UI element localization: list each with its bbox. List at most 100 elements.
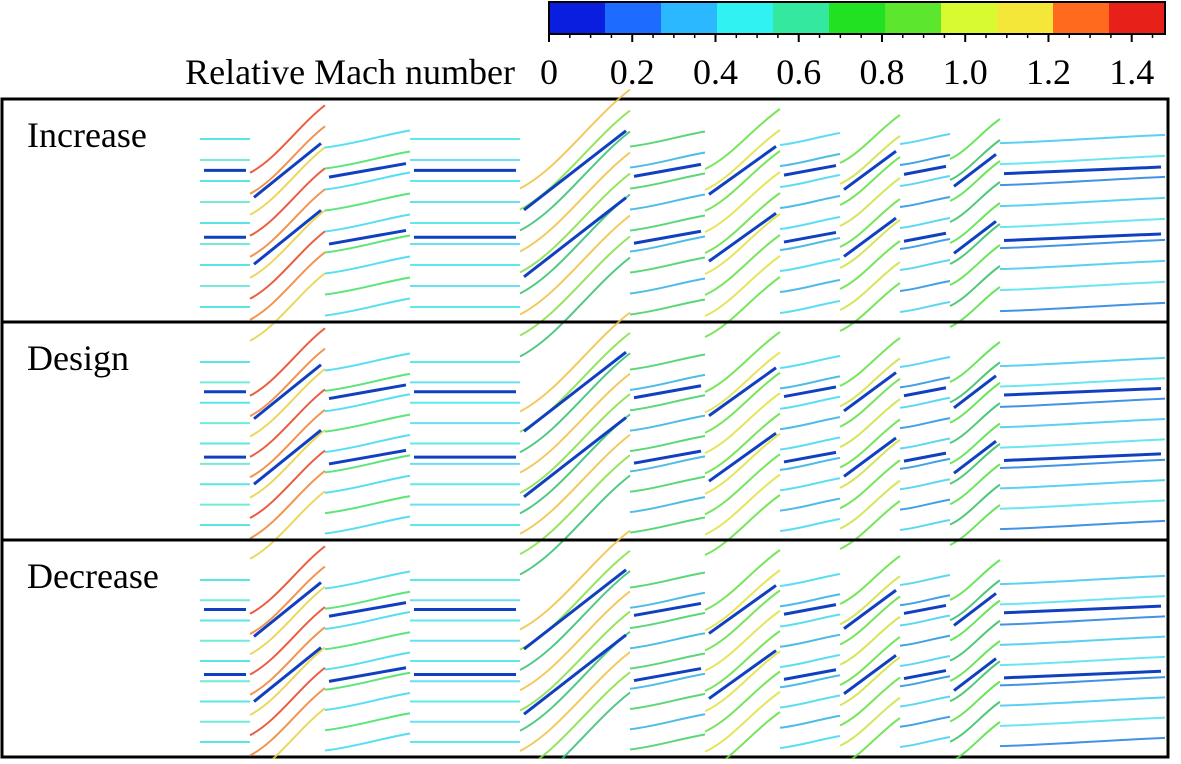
contour-line	[704, 276, 781, 338]
blade	[783, 668, 837, 681]
contour-line	[704, 129, 781, 191]
contour-line	[519, 433, 631, 535]
contour-line	[899, 280, 951, 292]
contour-line	[324, 297, 411, 317]
contour-line	[779, 416, 841, 431]
contour-line	[999, 696, 1166, 707]
blade	[253, 363, 322, 420]
contour-line	[899, 301, 951, 313]
contour-line	[779, 477, 841, 492]
contour-line	[779, 456, 841, 471]
contour-line	[249, 449, 326, 519]
blade	[253, 428, 322, 486]
contour-line	[899, 356, 951, 368]
blade	[953, 153, 997, 188]
contour-line	[779, 654, 841, 668]
contour-line	[629, 298, 706, 316]
panel-frame	[0, 538, 1170, 759]
contour-line	[704, 569, 781, 632]
contour-line	[999, 574, 1166, 586]
contour-line	[999, 238, 1166, 250]
contour-line	[249, 146, 326, 216]
contour-line	[629, 414, 706, 432]
contour-line	[949, 483, 1001, 526]
contour-line	[839, 555, 901, 605]
contour-line	[704, 371, 781, 434]
contour-line	[704, 630, 781, 692]
tick-label: 1.4	[1109, 52, 1154, 92]
blade	[633, 449, 702, 465]
contour-line	[629, 591, 706, 609]
blade	[903, 231, 947, 243]
blade	[1003, 452, 1162, 462]
contour-line	[999, 175, 1166, 187]
contour-line	[519, 311, 631, 413]
contour-line	[249, 167, 326, 237]
contour-line	[949, 160, 1001, 202]
contour-line	[999, 615, 1166, 626]
contour-line	[249, 606, 326, 676]
contour-line	[949, 721, 1001, 763]
contour-line	[949, 443, 1001, 485]
contour-line	[519, 109, 631, 211]
contour-line	[949, 680, 1001, 723]
contour-line	[899, 614, 951, 627]
contour-line	[249, 687, 326, 757]
blade	[903, 386, 947, 398]
contour-line	[519, 474, 631, 576]
blade	[783, 230, 837, 244]
contour-line	[949, 463, 1001, 506]
contour-line	[839, 479, 901, 530]
contour-line	[999, 356, 1166, 368]
contour-line	[249, 104, 326, 174]
contour-line	[779, 153, 841, 167]
blade	[903, 451, 947, 463]
blade	[523, 129, 627, 212]
contour-line	[324, 474, 411, 494]
contour-line	[519, 393, 631, 494]
blade	[953, 657, 997, 692]
contour-line	[949, 559, 1001, 601]
contour-line	[899, 238, 951, 250]
contour-line	[839, 156, 901, 206]
contour-line	[999, 716, 1166, 727]
contour-line	[779, 593, 841, 608]
contour-line	[629, 516, 706, 534]
contour-line	[324, 671, 411, 691]
colorbar: 0 0.2 0.4 0.6 0.8 1.0 1.2 1.4	[540, 1, 1166, 92]
tick-label: 0	[540, 52, 558, 92]
colorbar-segment	[717, 2, 774, 34]
blade	[328, 383, 407, 401]
blade	[783, 450, 837, 464]
colorbar-label: Relative Mach number	[185, 52, 515, 92]
contour-line	[779, 279, 841, 293]
blade	[708, 366, 777, 417]
tick-label: 0.4	[693, 52, 738, 92]
contour-line	[519, 352, 631, 454]
contour-line	[779, 132, 841, 146]
contour-line	[999, 418, 1166, 429]
contour-line	[249, 545, 326, 615]
contour-line	[265, 707, 326, 764]
contour-line	[779, 573, 841, 587]
contour-line	[324, 393, 411, 413]
blade	[903, 603, 947, 615]
contour-line	[629, 672, 706, 690]
contour-line	[949, 181, 1001, 223]
contour-line	[949, 381, 1001, 424]
contour-line	[249, 327, 326, 397]
contour-line	[629, 571, 706, 589]
blade	[708, 145, 777, 196]
contour-line	[899, 574, 951, 586]
contour-line	[899, 133, 951, 145]
blade	[1003, 386, 1162, 397]
blade	[708, 431, 777, 483]
contour-line	[999, 595, 1166, 606]
contour-line	[839, 377, 901, 428]
contour-line	[629, 652, 706, 670]
contour-line	[519, 610, 631, 712]
contour-line	[839, 439, 901, 489]
contour-line	[519, 549, 631, 651]
contour-line	[999, 499, 1166, 510]
contour-line	[704, 433, 781, 495]
